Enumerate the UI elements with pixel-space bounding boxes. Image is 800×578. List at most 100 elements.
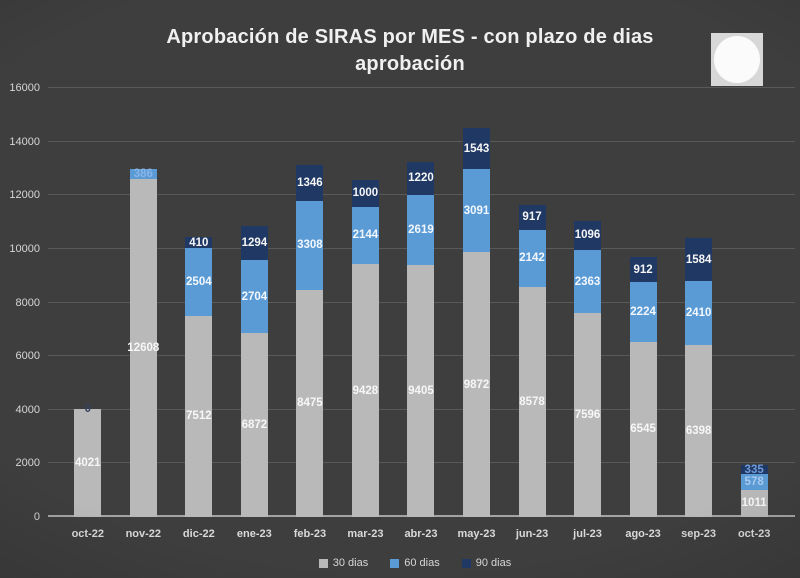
bar-segment-90-dias — [740, 465, 768, 475]
y-tick-label: 16000 — [9, 82, 40, 94]
data-label-30-dias: 7596 — [574, 409, 601, 422]
bar-segment-60-dias — [296, 201, 324, 290]
gridline — [48, 87, 795, 88]
plot-area: 4021 0 12608 386 7512 2504 410 6872 2704 1294 8475… — [48, 87, 795, 517]
chart-title-line1: Aprobación de SIRAS por MES - con plazo … — [166, 26, 654, 48]
bar-segment-90-dias — [185, 237, 213, 249]
bar-column-may-23: 9872 3091 1543 — [449, 88, 505, 517]
x-axis: oct-22 nov-22 dic-22 ene-23 feb-23 mar-23 abr-… — [60, 528, 782, 540]
bar-segment-90-dias — [518, 205, 546, 230]
bar-column-nov-22: 12608 386 — [116, 88, 172, 517]
legend-swatch-icon — [461, 558, 471, 568]
camera-circle-icon — [714, 36, 760, 83]
bar-segment-60-dias — [407, 194, 435, 265]
data-label-60-dias: 0 — [84, 403, 91, 416]
data-label-60-dias: 2144 — [352, 229, 379, 242]
bar-column-abr-23: 9405 2619 1220 — [393, 88, 449, 517]
bar-column-feb-23: 8475 3308 1346 — [282, 88, 338, 517]
data-label-90-dias: 1584 — [685, 253, 712, 266]
y-tick-label: 4000 — [15, 403, 40, 416]
bar-segment-90-dias — [629, 257, 657, 282]
chart-title-line2: aprobación — [355, 53, 465, 75]
data-label-90-dias: 1543 — [463, 142, 490, 155]
data-label-30-dias: 9872 — [463, 378, 490, 391]
x-tick-label: may-23 — [457, 528, 496, 540]
bar-segment-60-dias — [629, 281, 657, 342]
legend-label: 60 dias — [404, 557, 440, 569]
legend-item-30-dias: 30 dias — [318, 557, 368, 569]
data-label-30-dias: 8475 — [297, 397, 323, 410]
x-tick-label: oct-22 — [71, 528, 104, 540]
x-tick-label: abr-23 — [404, 528, 438, 540]
bar-column-sep-23: 6398 2410 1584 — [671, 88, 727, 517]
legend-swatch-icon — [318, 558, 328, 568]
data-label-30-dias: 9405 — [408, 384, 434, 397]
data-label-30-dias: 1011 — [741, 497, 767, 510]
data-label-90-dias: 912 — [633, 263, 653, 276]
bar-segment-60-dias — [574, 250, 602, 314]
data-label-30-dias: 7512 — [186, 410, 212, 423]
bar-column-jun-23: 8578 2142 917 — [504, 88, 560, 517]
data-label-60-dias: 2410 — [685, 307, 712, 320]
x-tick-label: oct-23 — [737, 528, 771, 540]
x-tick-label: jun-23 — [515, 528, 549, 540]
y-tick-label: 12000 — [9, 189, 40, 202]
bar-column-mar-23: 9428 2144 1000 — [338, 88, 394, 517]
data-label-60-dias: 2142 — [519, 252, 545, 265]
x-tick-label: nov-22 — [125, 528, 162, 540]
data-label-60-dias: 2504 — [186, 276, 212, 289]
data-label-60-dias: 3091 — [463, 204, 490, 217]
data-label-30-dias: 9428 — [352, 384, 379, 397]
y-axis: 0 2000 4000 6000 8000 10000 12000 14000 16000 — [2, 82, 42, 523]
y-tick-label: 0 — [33, 511, 40, 523]
x-tick-label: sep-23 — [681, 528, 717, 540]
bar-column-ene-23: 6872 2704 1294 — [227, 88, 283, 517]
data-label-60-dias: 2363 — [574, 275, 601, 288]
bar-segment-90-dias — [240, 225, 268, 261]
y-tick-label: 2000 — [15, 457, 40, 470]
y-tick-label: 8000 — [15, 296, 40, 309]
bar-segment-60-dias — [185, 248, 213, 316]
bar-segment-30-dias — [185, 315, 213, 517]
bar-segment-30-dias — [296, 289, 324, 517]
data-label-60-dias: 2704 — [241, 290, 268, 303]
bar-segment-30-dias — [518, 287, 546, 517]
bar-segment-60-dias — [240, 260, 268, 333]
bar-segment-60-dias — [462, 169, 490, 253]
y-tick-label: 10000 — [9, 242, 40, 255]
y-tick-label: 6000 — [15, 350, 40, 363]
gridline — [48, 140, 795, 142]
bar-segment-60-dias — [518, 229, 546, 288]
data-label-30-dias: 4021 — [74, 457, 101, 470]
bar-segment-30-dias — [129, 178, 157, 517]
bar-segment-30-dias — [407, 264, 435, 517]
bar-segment-30-dias — [240, 332, 268, 517]
data-label-90-dias: 917 — [522, 211, 542, 224]
bar-segment-60-dias — [351, 206, 379, 265]
data-label-60-dias: 2619 — [408, 223, 434, 236]
bar-segment-90-dias — [296, 165, 324, 202]
bar-segment-30-dias — [351, 264, 379, 517]
x-tick-label: mar-23 — [347, 528, 384, 540]
x-tick-label: jul-23 — [573, 528, 602, 540]
x-tick-label: dic-22 — [182, 528, 215, 540]
data-label-90-dias: 335 — [744, 463, 764, 476]
bar-column-oct-22: 4021 0 — [60, 88, 116, 517]
bar-column-dic-22: 7512 2504 410 — [171, 88, 227, 517]
data-label-90-dias: 1346 — [297, 177, 323, 190]
legend-item-90-dias: 90 dias — [461, 557, 511, 569]
y-tick-label: 14000 — [9, 135, 40, 148]
bar-segment-90-dias — [574, 220, 602, 250]
bar-segment-30-dias — [574, 313, 602, 517]
bar-segment-60-dias — [685, 280, 713, 346]
data-label-30-dias: 8578 — [519, 396, 545, 409]
data-label-90-dias: 1220 — [408, 172, 434, 185]
legend: 30 dias 60 dias 90 dias — [30, 557, 800, 569]
data-label-30-dias: 6872 — [241, 418, 268, 431]
bar-column-jul-23: 7596 2363 1096 — [560, 88, 616, 517]
bar-segment-30-dias — [629, 341, 657, 517]
x-tick-label: feb-23 — [293, 528, 327, 540]
bar-column-ago-23: 6545 2224 912 — [615, 88, 671, 517]
bar-segment-30-dias — [74, 409, 102, 517]
